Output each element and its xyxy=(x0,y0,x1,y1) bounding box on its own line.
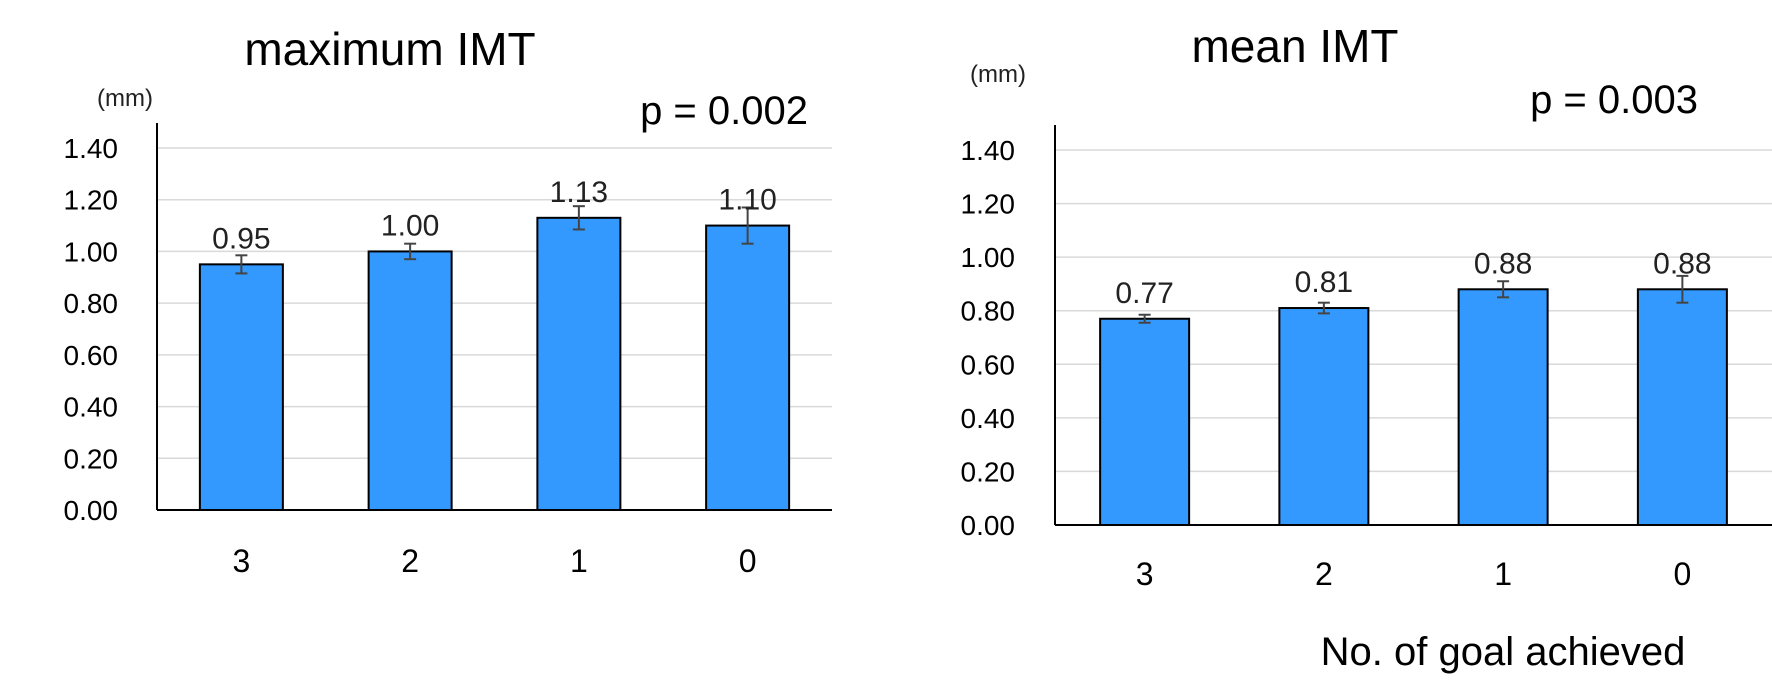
bar xyxy=(536,216,622,511)
x-tick-label: 0 xyxy=(739,543,757,579)
x-axis-title: No. of goal achieved xyxy=(1321,630,1686,674)
bar xyxy=(367,250,453,512)
x-tick-label: 3 xyxy=(232,543,250,579)
x-tick-label: 1 xyxy=(1494,556,1512,592)
y-tick-label: 0.20 xyxy=(64,443,119,474)
x-tick-label: 0 xyxy=(1673,556,1691,592)
y-tick-label: 0.00 xyxy=(961,510,1016,541)
x-tick-label: 3 xyxy=(1136,556,1154,592)
y-tick-label: 1.20 xyxy=(64,185,119,216)
x-tick-label: 2 xyxy=(401,543,419,579)
bar xyxy=(705,224,791,511)
data-label: 0.95 xyxy=(212,222,270,255)
y-tick-label: 0.40 xyxy=(961,403,1016,434)
unit-label: (mm) xyxy=(970,61,1026,88)
y-tick-label: 0.80 xyxy=(64,288,119,319)
y-tick-label: 0.80 xyxy=(961,296,1016,327)
bar xyxy=(198,263,284,511)
y-tick-label: 1.40 xyxy=(64,133,119,164)
chart-title: mean IMT xyxy=(1191,20,1398,72)
p-value-annotation: p = 0.003 xyxy=(1530,78,1698,122)
chart-mean-imt: mean IMT (mm) p = 0.003 No. of goal achi… xyxy=(961,20,1772,674)
data-label: 0.88 xyxy=(1653,247,1711,280)
chart-maximum-imt: maximum IMT (mm) p = 0.002 0.00 0.20 0.40 0… xyxy=(64,23,832,579)
x-tick-label: 2 xyxy=(1315,556,1333,592)
y-tick-label: 0.20 xyxy=(961,456,1016,487)
y-tick-label: 1.20 xyxy=(961,189,1016,220)
bar xyxy=(1636,288,1728,526)
data-label: 0.77 xyxy=(1115,277,1173,310)
p-value-annotation: p = 0.002 xyxy=(640,89,808,133)
chart-title: maximum IMT xyxy=(244,23,535,75)
data-label: 0.81 xyxy=(1295,266,1353,299)
y-tick-label: 1.00 xyxy=(64,236,119,267)
data-label: 0.88 xyxy=(1474,247,1532,280)
y-tick-label: 0.00 xyxy=(64,495,119,526)
bar xyxy=(1457,288,1549,526)
data-label: 1.13 xyxy=(550,176,608,209)
data-label: 1.10 xyxy=(718,184,776,217)
y-tick-label: 1.40 xyxy=(961,135,1016,166)
y-tick-label: 0.60 xyxy=(64,340,119,371)
unit-label: (mm) xyxy=(97,85,153,112)
data-label: 1.00 xyxy=(381,209,439,242)
bar xyxy=(1099,317,1191,526)
y-tick-label: 0.60 xyxy=(961,349,1016,380)
x-tick-label: 1 xyxy=(570,543,588,579)
y-tick-label: 0.40 xyxy=(64,392,119,423)
y-tick-label: 1.00 xyxy=(961,242,1016,273)
bar xyxy=(1278,307,1370,526)
